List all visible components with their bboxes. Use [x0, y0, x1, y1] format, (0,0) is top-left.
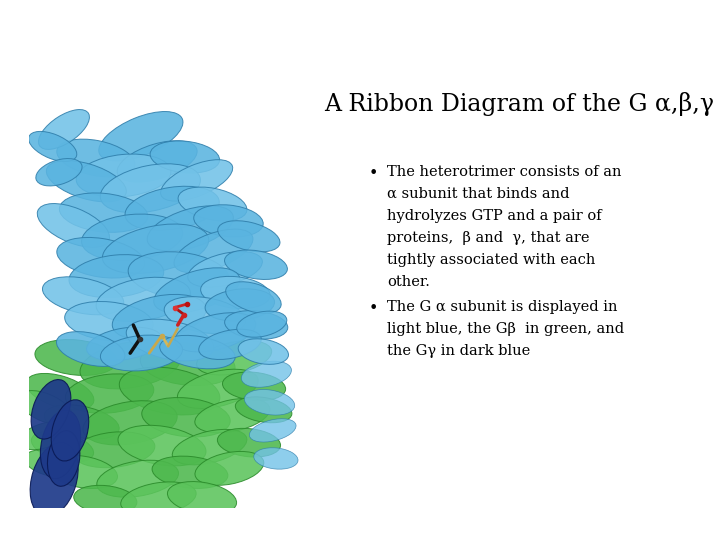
Ellipse shape: [178, 187, 247, 221]
Ellipse shape: [96, 460, 179, 497]
Text: light blue, the Gβ  in green, and: light blue, the Gβ in green, and: [387, 322, 624, 336]
Ellipse shape: [175, 313, 256, 352]
Ellipse shape: [225, 310, 288, 339]
Ellipse shape: [225, 282, 282, 313]
Ellipse shape: [96, 277, 190, 321]
Ellipse shape: [48, 455, 117, 489]
Ellipse shape: [199, 329, 261, 360]
Ellipse shape: [177, 369, 258, 408]
Ellipse shape: [46, 160, 126, 202]
Ellipse shape: [217, 221, 280, 252]
Ellipse shape: [29, 131, 77, 161]
Ellipse shape: [195, 451, 264, 485]
Ellipse shape: [100, 164, 200, 213]
Ellipse shape: [102, 224, 209, 273]
Ellipse shape: [249, 418, 296, 442]
Ellipse shape: [37, 204, 109, 247]
Ellipse shape: [160, 335, 235, 369]
Ellipse shape: [83, 401, 177, 445]
Ellipse shape: [42, 277, 124, 315]
Ellipse shape: [73, 432, 155, 468]
Ellipse shape: [44, 405, 120, 439]
Ellipse shape: [24, 450, 74, 477]
Text: hydrolyzes GTP and a pair of: hydrolyzes GTP and a pair of: [387, 208, 601, 222]
Ellipse shape: [238, 339, 289, 364]
Ellipse shape: [118, 426, 206, 466]
Ellipse shape: [31, 380, 71, 439]
Ellipse shape: [59, 193, 148, 232]
Ellipse shape: [112, 294, 206, 340]
Ellipse shape: [188, 252, 262, 287]
Ellipse shape: [121, 482, 196, 515]
Ellipse shape: [244, 389, 294, 415]
Ellipse shape: [140, 342, 235, 386]
Ellipse shape: [38, 110, 89, 150]
Ellipse shape: [69, 255, 163, 298]
Ellipse shape: [126, 319, 214, 361]
Text: •: •: [369, 300, 379, 317]
Text: the Gγ in dark blue: the Gγ in dark blue: [387, 344, 530, 358]
Ellipse shape: [32, 431, 94, 462]
Ellipse shape: [201, 276, 270, 308]
Ellipse shape: [125, 186, 220, 231]
Ellipse shape: [225, 250, 287, 280]
Ellipse shape: [66, 374, 154, 413]
Ellipse shape: [117, 141, 197, 182]
Ellipse shape: [99, 112, 183, 161]
Ellipse shape: [86, 327, 162, 361]
Ellipse shape: [57, 139, 135, 177]
Ellipse shape: [150, 141, 220, 173]
Ellipse shape: [164, 296, 246, 334]
Ellipse shape: [18, 390, 73, 424]
Text: proteins,  β and  γ, that are: proteins, β and γ, that are: [387, 231, 590, 245]
Ellipse shape: [57, 238, 145, 278]
Ellipse shape: [142, 397, 230, 437]
Text: tightly associated with each: tightly associated with each: [387, 253, 595, 267]
Ellipse shape: [237, 311, 287, 337]
Ellipse shape: [73, 485, 137, 514]
Ellipse shape: [35, 340, 117, 375]
Ellipse shape: [174, 229, 253, 273]
Text: The G α subunit is displayed in: The G α subunit is displayed in: [387, 300, 617, 314]
Ellipse shape: [120, 367, 220, 415]
Ellipse shape: [172, 429, 247, 465]
Text: The heterotrimer consists of an: The heterotrimer consists of an: [387, 165, 621, 179]
Text: other.: other.: [387, 275, 430, 289]
Ellipse shape: [40, 410, 81, 479]
Text: A Ribbon Diagram of the G α,β,γ: A Ribbon Diagram of the G α,β,γ: [324, 92, 714, 116]
Ellipse shape: [128, 252, 229, 298]
Ellipse shape: [81, 214, 183, 261]
Ellipse shape: [161, 160, 233, 201]
Ellipse shape: [194, 205, 264, 237]
Ellipse shape: [80, 341, 181, 389]
Ellipse shape: [100, 335, 183, 371]
Ellipse shape: [195, 399, 270, 433]
Ellipse shape: [48, 430, 80, 487]
Ellipse shape: [253, 448, 298, 469]
Ellipse shape: [76, 154, 171, 197]
Ellipse shape: [51, 400, 89, 461]
Ellipse shape: [197, 341, 271, 375]
Ellipse shape: [168, 482, 237, 515]
Ellipse shape: [217, 428, 281, 457]
Ellipse shape: [26, 374, 94, 410]
Ellipse shape: [65, 301, 153, 341]
Ellipse shape: [36, 159, 82, 186]
Ellipse shape: [30, 442, 78, 517]
Text: α subunit that binds and: α subunit that binds and: [387, 187, 570, 201]
Ellipse shape: [152, 456, 228, 489]
Ellipse shape: [154, 268, 240, 313]
Ellipse shape: [235, 397, 292, 423]
Ellipse shape: [56, 332, 125, 367]
Ellipse shape: [19, 422, 68, 450]
Ellipse shape: [222, 372, 286, 401]
Ellipse shape: [205, 289, 274, 321]
Text: •: •: [369, 165, 379, 181]
Ellipse shape: [147, 206, 233, 251]
Ellipse shape: [241, 361, 292, 387]
